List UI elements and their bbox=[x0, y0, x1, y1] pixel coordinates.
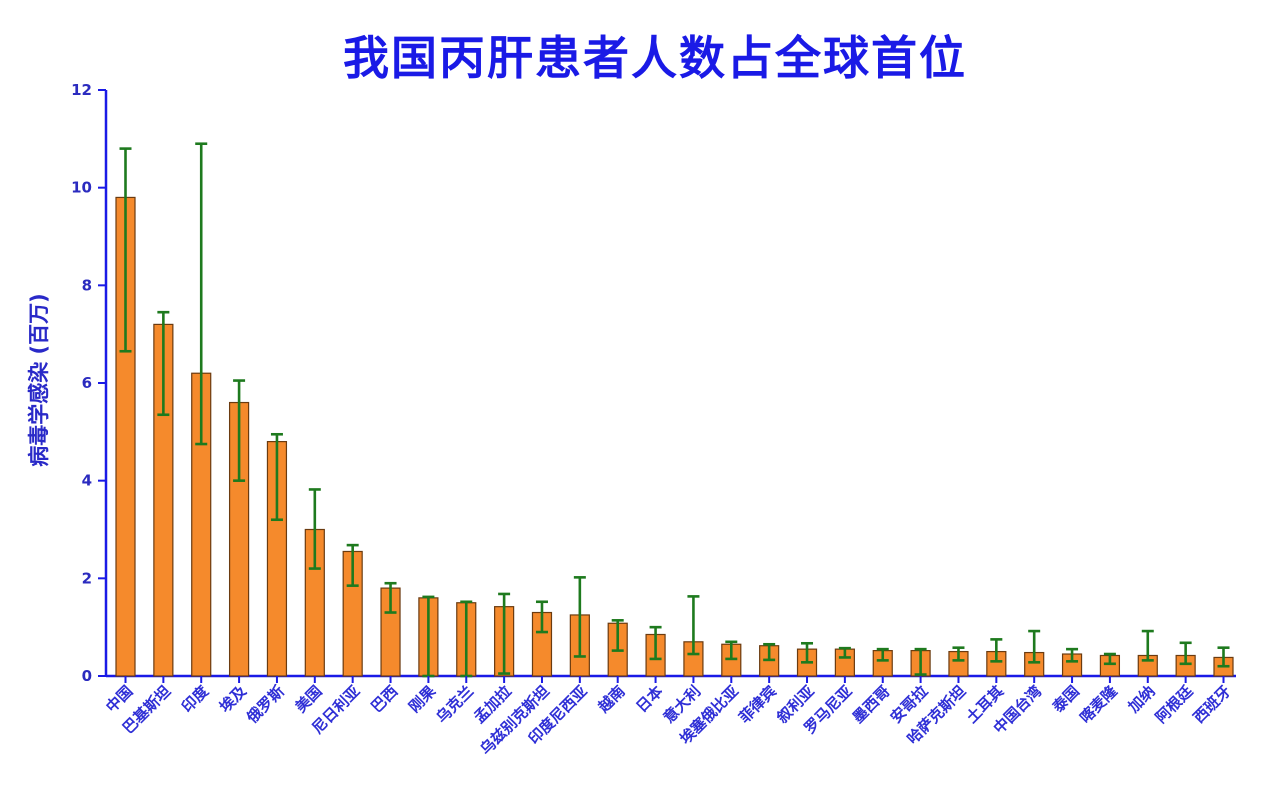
x-category-label: 巴西 bbox=[367, 682, 401, 716]
x-category-label: 俄罗斯 bbox=[243, 682, 288, 727]
y-tick-label: 2 bbox=[82, 569, 92, 587]
x-category-label: 印度 bbox=[178, 681, 213, 716]
y-tick-label: 10 bbox=[71, 179, 92, 197]
x-category-label: 菲律宾 bbox=[735, 682, 780, 727]
x-category-label: 喀麦隆 bbox=[1076, 681, 1121, 726]
x-category-label: 阿根廷 bbox=[1152, 681, 1197, 726]
x-category-label: 越南 bbox=[594, 682, 629, 717]
error-bars bbox=[119, 142, 1230, 678]
y-tick-label: 8 bbox=[82, 276, 92, 294]
x-category-label: 西班牙 bbox=[1190, 682, 1235, 727]
chart-title: 我国丙肝患者人数占全球首位 bbox=[343, 31, 967, 85]
y-axis-ticks: 0 2 4 6 8 10 12 bbox=[71, 81, 106, 685]
x-category-label: 墨西哥 bbox=[849, 682, 894, 727]
y-tick-label: 12 bbox=[71, 81, 92, 99]
y-tick-label: 0 bbox=[82, 667, 92, 685]
y-tick-label: 4 bbox=[82, 472, 92, 490]
x-category-label: 乌克兰 bbox=[433, 682, 478, 727]
y-tick-label: 6 bbox=[82, 374, 92, 392]
bar-series bbox=[115, 196, 1234, 677]
